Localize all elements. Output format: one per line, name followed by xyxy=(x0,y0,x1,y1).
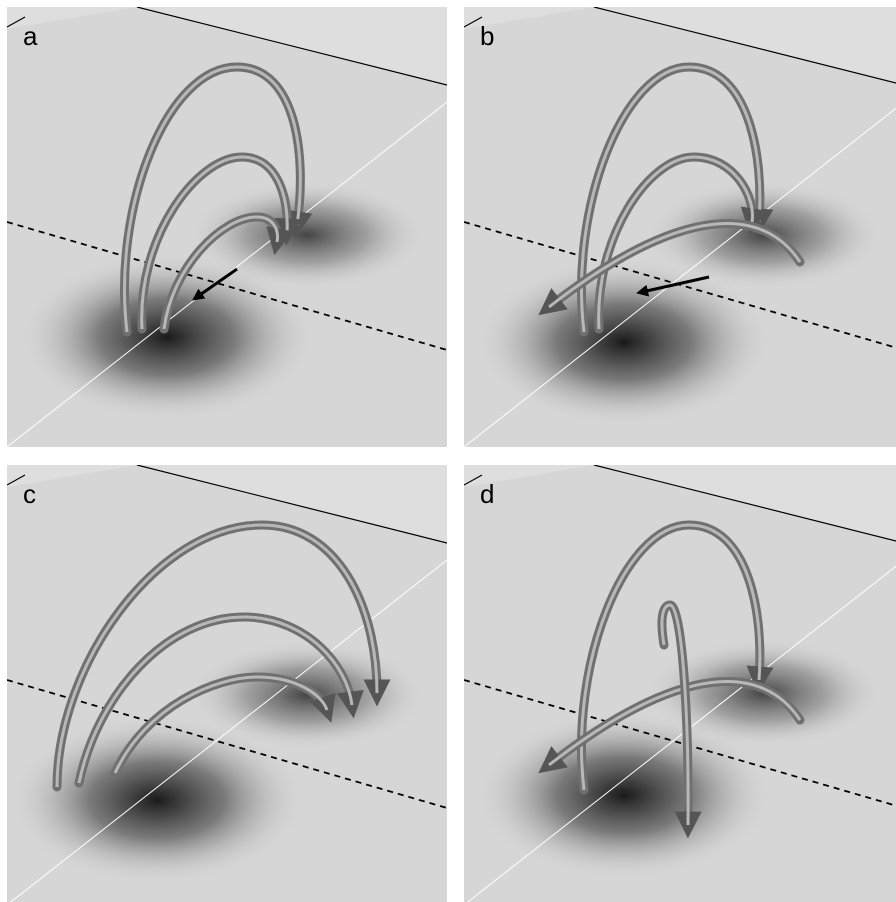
panel: d xyxy=(464,465,896,902)
panel-label: a xyxy=(23,21,38,51)
mid-spot xyxy=(187,180,427,290)
panel-label: d xyxy=(480,479,494,509)
panel-label: c xyxy=(23,479,36,509)
panel: c xyxy=(7,465,447,902)
panel: b xyxy=(464,7,896,447)
panel-label: b xyxy=(480,21,494,51)
mid-spot xyxy=(187,640,427,750)
panel-content xyxy=(7,7,447,447)
figure: a b c d xyxy=(0,0,896,902)
panel-content xyxy=(464,465,896,902)
panel-content xyxy=(464,7,896,447)
panel: a xyxy=(7,7,447,447)
panel-content xyxy=(7,465,447,902)
